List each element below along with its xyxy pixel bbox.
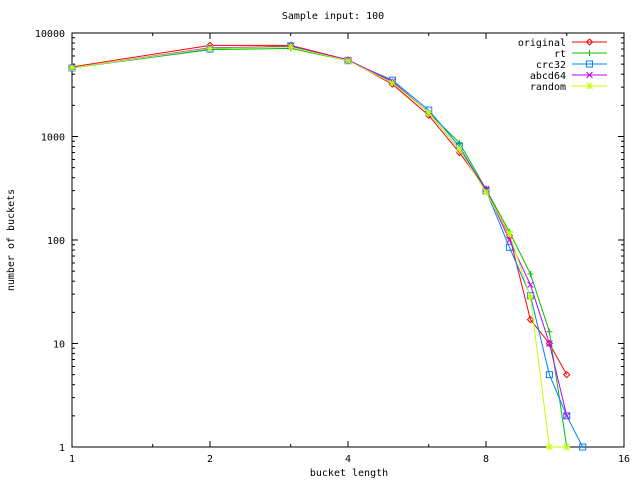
data-point-random bbox=[68, 64, 76, 72]
legend-marker-original bbox=[585, 38, 594, 46]
legend-marker-abcd64 bbox=[586, 71, 593, 79]
data-point-random bbox=[287, 43, 295, 51]
y-axis-label: number of buckets bbox=[6, 189, 17, 291]
series-random bbox=[68, 43, 571, 451]
legend-marker-crc32 bbox=[586, 60, 593, 68]
data-point-random bbox=[482, 188, 490, 196]
data-point-original bbox=[563, 370, 571, 379]
y-tick-label: 100 bbox=[47, 236, 65, 247]
x-tick-label: 8 bbox=[483, 454, 489, 465]
y-tick-label: 1 bbox=[59, 443, 65, 454]
data-point-abcd64 bbox=[527, 281, 534, 289]
y-tick-label: 10 bbox=[53, 340, 65, 351]
y-tick-label: 10000 bbox=[35, 29, 65, 40]
data-point-random bbox=[563, 443, 571, 451]
data-point-abcd64 bbox=[506, 236, 513, 244]
series-line-random bbox=[71, 46, 567, 448]
y-tick-label: 1000 bbox=[41, 133, 65, 144]
x-tick-label: 2 bbox=[207, 454, 213, 465]
legend-label-abcd64: abcd64 bbox=[530, 71, 566, 82]
legend-marker-random bbox=[586, 82, 593, 90]
data-point-abcd64 bbox=[563, 412, 571, 420]
data-point-crc32 bbox=[579, 443, 587, 451]
legend-label-rt: rt bbox=[554, 49, 566, 60]
series-layer bbox=[68, 41, 587, 451]
data-point-random bbox=[425, 109, 433, 117]
data-point-abcd64 bbox=[546, 340, 553, 347]
data-point-random bbox=[344, 57, 352, 65]
data-point-crc32 bbox=[545, 371, 553, 379]
data-point-random bbox=[456, 146, 463, 153]
legend-marker-rt bbox=[586, 50, 593, 56]
data-point-crc32 bbox=[563, 412, 571, 420]
data-point-random bbox=[206, 45, 214, 52]
chart-title: Sample input: 100 bbox=[282, 11, 384, 22]
legend-label-random: random bbox=[530, 82, 566, 93]
legend-label-crc32: crc32 bbox=[536, 60, 566, 71]
data-point-random bbox=[527, 293, 534, 301]
data-point-random bbox=[389, 79, 396, 87]
data-point-original bbox=[526, 315, 535, 324]
data-point-rt bbox=[456, 139, 463, 146]
x-tick-label: 16 bbox=[618, 454, 630, 465]
data-point-random bbox=[546, 443, 553, 451]
x-tick-label: 4 bbox=[345, 454, 351, 465]
x-tick-label: 1 bbox=[69, 454, 75, 465]
data-point-rt bbox=[546, 328, 553, 335]
data-point-random bbox=[506, 230, 513, 238]
x-axis-label: bucket length bbox=[310, 468, 388, 479]
data-point-rt bbox=[527, 270, 534, 277]
legend-label-original: original bbox=[518, 38, 566, 49]
